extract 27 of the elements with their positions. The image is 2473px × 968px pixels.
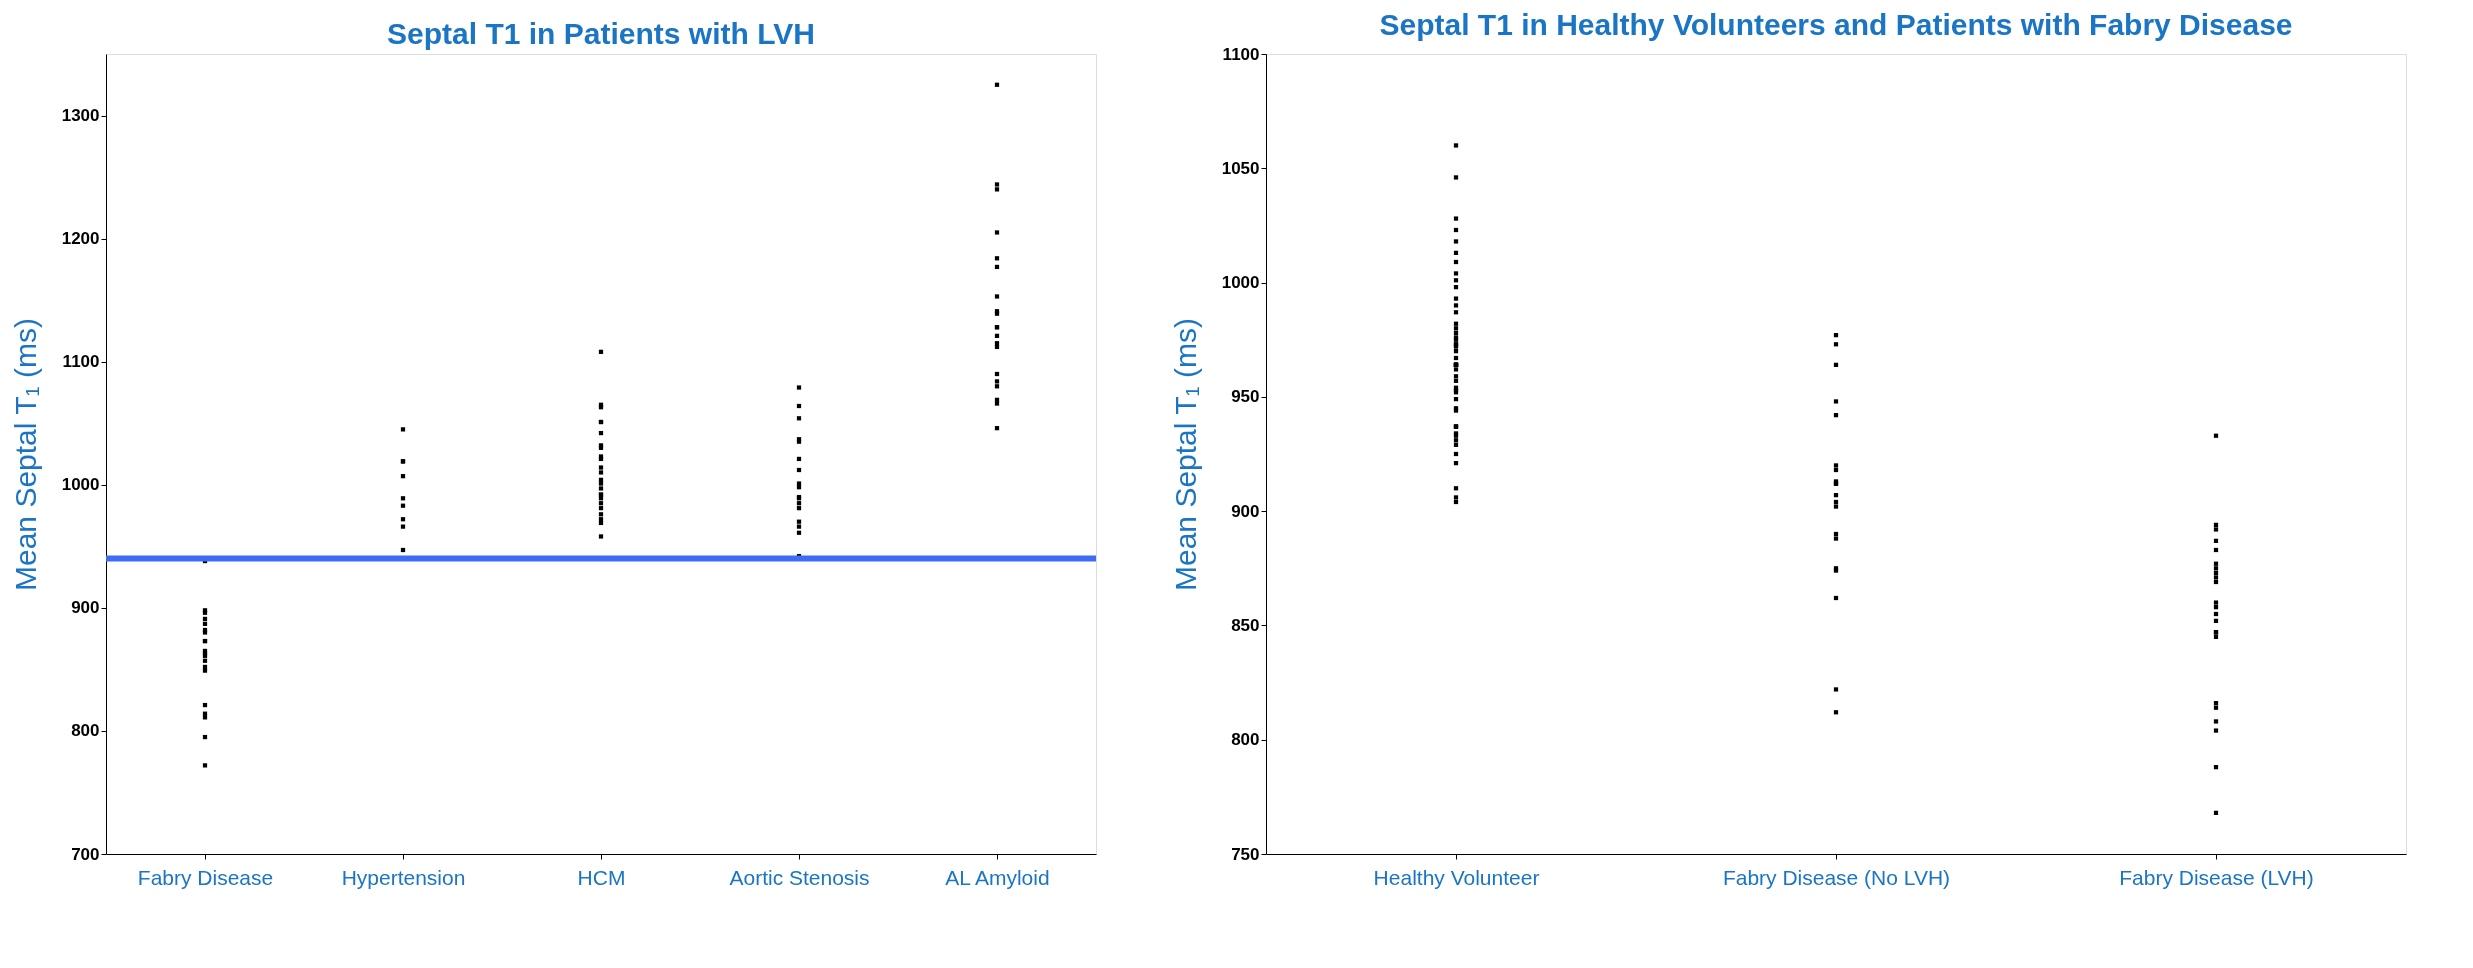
x-tick-label: Fabry Disease (No LVH) xyxy=(1722,865,1951,889)
y-tick-label: 1100 xyxy=(62,352,100,372)
y-tick-label: 900 xyxy=(71,598,100,618)
x-tick-label: AL Amyloid xyxy=(945,865,1050,889)
chart-title: Septal T1 in Patients with LVH xyxy=(387,17,815,50)
y-tick-label: 1050 xyxy=(1221,158,1260,178)
y-tick-label: 1100 xyxy=(1222,44,1260,64)
y-tick-label: 900 xyxy=(1231,501,1260,521)
y-tick-label: 1200 xyxy=(61,229,100,249)
y-tick-label: 700 xyxy=(71,844,100,864)
y-tick-label: 800 xyxy=(71,721,100,741)
x-tick-label: HCM xyxy=(577,865,626,889)
x-tick-label: Fabry Disease xyxy=(137,865,274,889)
y-axis-title: Mean Septal T₁ (ms) xyxy=(8,318,42,591)
chart-title: Septal T1 in Healthy Volunteers and Patients with Fabry Disease xyxy=(1379,8,2293,41)
x-tick-label: Fabry Disease (LVH) xyxy=(2119,865,2314,889)
x-tick-label: Aortic Stenosis xyxy=(729,865,870,889)
y-tick-label: 850 xyxy=(1231,615,1260,635)
y-tick-label: 750 xyxy=(1231,844,1260,864)
y-tick-label: 950 xyxy=(1231,387,1260,407)
x-tick-label: Healthy Volunteer xyxy=(1373,865,1540,889)
y-tick-label: 800 xyxy=(1231,730,1260,750)
y-tick-label: 1300 xyxy=(61,106,100,126)
y-axis-title: Mean Septal T₁ (ms) xyxy=(1168,318,1202,591)
y-tick-label: 1000 xyxy=(1221,273,1260,293)
x-tick-label: Hypertension xyxy=(341,865,466,889)
y-tick-label: 1000 xyxy=(61,475,100,495)
